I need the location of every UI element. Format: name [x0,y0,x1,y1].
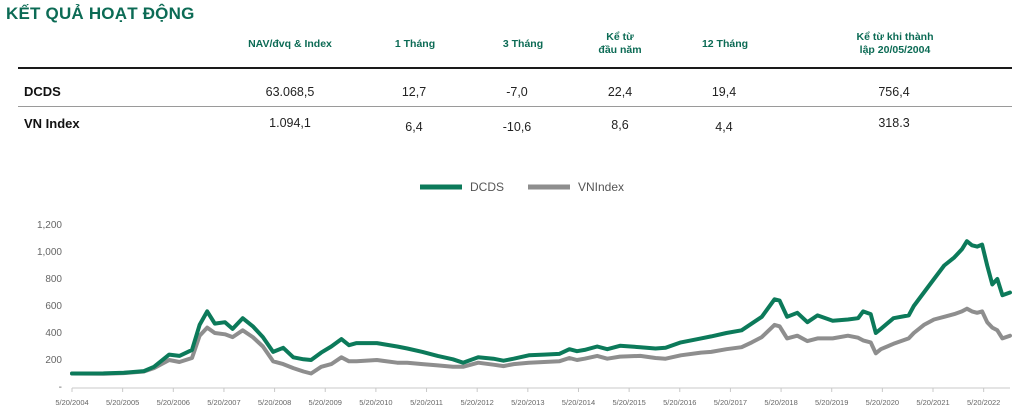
header-3-month: 3 Tháng [502,38,544,50]
y-tick-label: 1,200 [37,220,62,231]
cell-dcds-12m: 19,4 [711,85,737,99]
legend-label-vnindex: VNIndex [578,180,624,194]
header-1-month: 1 Tháng [394,38,436,50]
cell-vnindex-12m: 4,4 [715,120,733,134]
page-title: KẾT QUẢ HOẠT ĐỘNG [6,4,195,23]
performance-line-chart: DCDS VNIndex - 200 400 600 800 1,000 1,200 5/20/2… [37,180,1012,407]
cell-vnindex-nav: 1.094,1 [269,116,311,130]
x-tick-label: 5/20/2014 [562,398,595,407]
header-ytd: Kể từ đầu năm [598,31,642,56]
x-tick-label: 5/20/2008 [258,398,291,407]
y-tick-label: 200 [45,355,62,366]
row-label-dcds: DCDS [24,84,61,99]
y-tick-label: 800 [45,274,62,285]
x-tick-label: 5/20/2022 [967,398,1000,407]
x-tick-label: 5/20/2005 [106,398,139,407]
table-top-rule [18,67,1012,69]
x-tick-label: 5/20/2012 [460,398,493,407]
cell-vnindex-ytd: 8,6 [611,118,629,132]
cell-vnindex-1m: 6,4 [405,120,423,134]
x-tick-label: 5/20/2013 [511,398,544,407]
y-tick-label: 600 [45,301,62,312]
row-label-vnindex: VN Index [24,116,80,131]
cell-dcds-3m: -7,0 [506,85,528,99]
x-tick-label: 5/20/2004 [55,398,88,407]
x-tick-label: 5/20/2016 [663,398,696,407]
x-tick-label: 5/20/2018 [764,398,797,407]
x-tick-label: 5/20/2021 [916,398,949,407]
cell-dcds-inception: 756,4 [878,85,910,99]
y-tick-label: - [59,382,62,393]
series-line-dcds [70,239,1012,376]
cell-dcds-1m: 12,7 [401,85,427,99]
cell-vnindex-inception: 318.3 [878,116,910,130]
cell-dcds-nav: 63.068,5 [265,85,315,99]
header-since-inception: Kể từ khi thành lập 20/05/2004 [856,31,934,56]
header-12-month: 12 Tháng [701,38,749,50]
x-tick-label: 5/20/2019 [815,398,848,407]
table-row-divider [18,106,1012,107]
header-nav: NAV/đvq & Index [248,38,332,50]
x-tick-label: 5/20/2020 [866,398,899,407]
y-tick-label: 400 [45,328,62,339]
series-line-vnindex [70,306,1012,376]
cell-vnindex-3m: -10,6 [502,120,532,134]
x-tick-label: 5/20/2010 [359,398,392,407]
x-tick-label: 5/20/2015 [612,398,645,407]
x-tick-label: 5/20/2011 [410,398,443,407]
x-tick-label: 5/20/2006 [157,398,190,407]
x-tick-label: 5/20/2017 [714,398,747,407]
legend-label-dcds: DCDS [470,180,504,194]
cell-dcds-ytd: 22,4 [607,85,633,99]
x-tick-label: 5/20/2009 [309,398,342,407]
y-tick-label: 1,000 [37,247,62,258]
x-tick-label: 5/20/2007 [207,398,240,407]
